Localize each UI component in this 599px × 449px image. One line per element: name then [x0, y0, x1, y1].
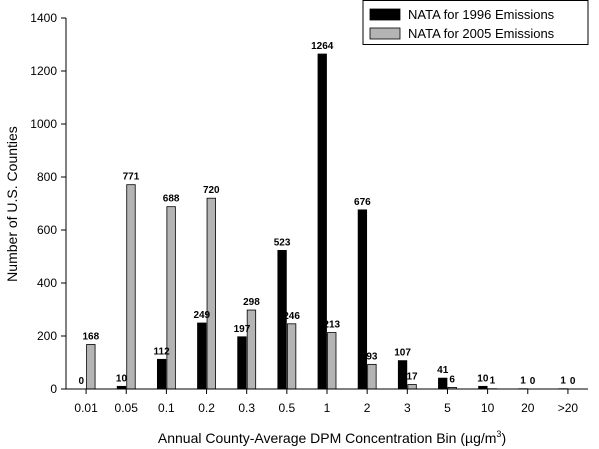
data-label-1996->20: 1	[560, 376, 566, 387]
x-axis-title-main: Annual County-Average DPM Concentration …	[158, 430, 465, 446]
bar-2005-1	[327, 332, 337, 390]
bars-layer	[86, 53, 568, 390]
data-label-2005-2: 93	[366, 351, 378, 362]
data-label-1996-5: 41	[437, 365, 449, 376]
legend-label-1996: NATA for 1996 Emissions	[408, 7, 555, 22]
x-tick-label: 0.05	[115, 401, 139, 415]
data-label-1996-0.1: 112	[154, 346, 171, 357]
y-tick-label: 1000	[30, 117, 57, 131]
x-tick-label: 0.01	[74, 401, 98, 415]
bar-1996-5	[438, 377, 448, 390]
y-tick-label: 600	[37, 223, 57, 237]
bar-2005-2	[367, 363, 377, 390]
x-axis-title-unit: g/m	[473, 430, 496, 446]
x-tick-label: 0.1	[158, 401, 175, 415]
data-label-1996-0.05: 10	[116, 373, 128, 384]
data-label-2005-0.3: 298	[243, 297, 260, 308]
bar-2005-0.2	[206, 197, 216, 390]
x-tick-label: 5	[444, 401, 451, 415]
data-label-1996-1: 1264	[311, 41, 334, 52]
y-tick-label: 200	[37, 329, 57, 343]
data-label-2005-10: 1	[490, 376, 496, 387]
data-label-1996-0.2: 249	[193, 310, 210, 321]
data-label-1996-0.01: 0	[79, 376, 85, 387]
x-tick-label: 20	[521, 401, 535, 415]
x-axis-title-unit-sup: 3	[496, 429, 501, 439]
bar-1996-0.3	[237, 336, 247, 390]
data-label-2005-0.1: 688	[163, 194, 180, 205]
bar-1996-0.2	[197, 322, 207, 390]
bar-2005-0.01	[86, 344, 96, 390]
data-label-1996-2: 676	[354, 197, 371, 208]
x-tick-label: >20	[558, 401, 579, 415]
x-tick-label: 2	[364, 401, 371, 415]
data-label-2005->20: 0	[570, 376, 576, 387]
data-label-1996-20: 1	[520, 376, 526, 387]
bar-2005-0.05	[126, 184, 136, 390]
legend-label-2005: NATA for 2005 Emissions	[408, 26, 555, 41]
x-tick-label: 0.5	[279, 401, 296, 415]
data-label-2005-0.2: 720	[203, 185, 220, 196]
bar-2005-0.1	[166, 206, 176, 390]
y-tick-label: 800	[37, 170, 57, 184]
y-tick-label: 0	[50, 382, 57, 396]
data-label-2005-20: 0	[530, 376, 536, 387]
legend: NATA for 1996 Emissions NATA for 2005 Emi…	[362, 0, 589, 45]
data-label-1996-10: 10	[477, 373, 489, 384]
x-axis-title: Annual County-Average DPM Concentration …	[158, 429, 506, 446]
y-axis-title: Number of U.S. Counties	[4, 126, 20, 282]
data-label-2005-0.5: 246	[283, 311, 300, 322]
data-label-2005-5: 6	[449, 374, 455, 385]
bar-2005-0.5	[286, 323, 297, 390]
data-label-2005-3: 17	[406, 372, 418, 383]
x-tick-label: 0.2	[198, 401, 215, 415]
bar-2005-0.3	[246, 309, 257, 390]
legend-box	[362, 0, 589, 45]
legend-swatch-1996	[369, 8, 401, 21]
bar-2005-3	[407, 384, 417, 390]
data-label-2005-0.01: 168	[82, 331, 99, 342]
x-tick-label: 0.3	[238, 401, 255, 415]
data-label-1996-0.5: 523	[274, 237, 291, 248]
x-tick-label: 3	[404, 401, 411, 415]
data-label-1996-3: 107	[394, 348, 411, 359]
data-label-2005-0.05: 771	[123, 172, 140, 183]
data-label-2005-1: 213	[323, 320, 340, 331]
bar-1996-0.1	[156, 358, 167, 390]
data-label-1996-0.3: 197	[234, 324, 251, 335]
legend-swatch-2005	[369, 27, 401, 40]
y-tick-label: 400	[37, 276, 57, 290]
x-axis-title-unit-mu: µ	[465, 430, 473, 446]
y-tick-label: 1200	[30, 64, 57, 78]
y-tick-label: 1400	[30, 11, 57, 25]
bar-1996-1	[317, 53, 327, 390]
x-tick-label: 1	[324, 401, 331, 415]
x-axis-title-close: )	[501, 430, 506, 446]
x-tick-label: 10	[481, 401, 495, 415]
